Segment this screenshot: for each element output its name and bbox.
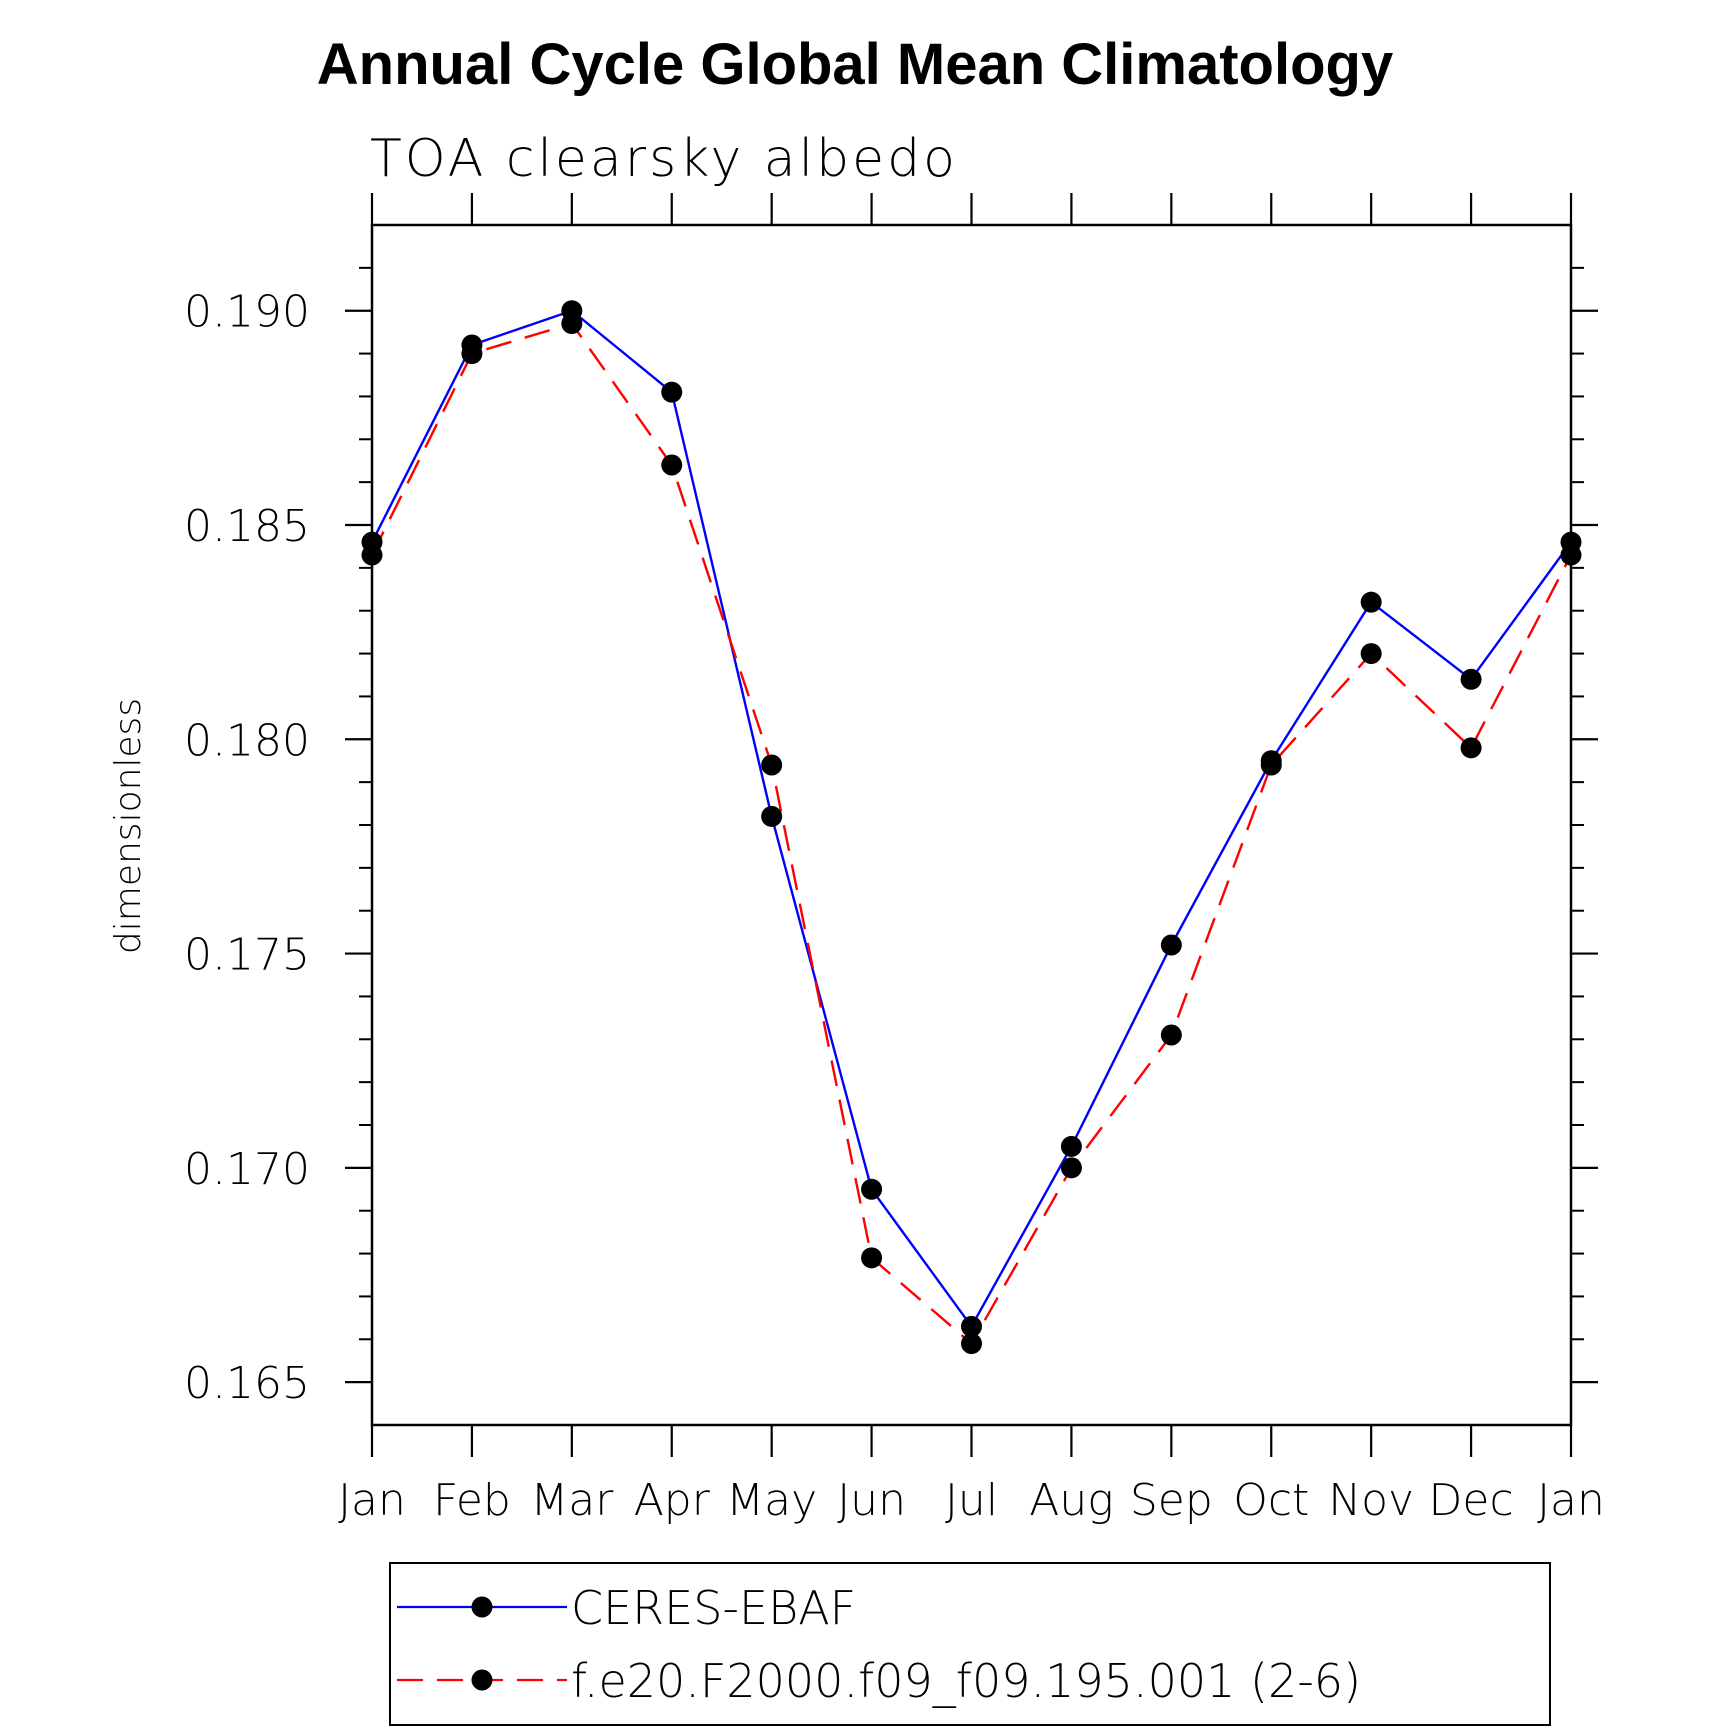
- data-point-series-0: [661, 381, 683, 403]
- legend-label-ceres-ebaf: CERES-EBAF: [571, 1581, 856, 1635]
- data-point-series-1: [1360, 643, 1382, 665]
- data-point-series-0: [761, 805, 783, 827]
- chart-subtitle: TOA clearsky albedo: [370, 129, 958, 189]
- data-point-series-0: [1460, 668, 1482, 690]
- data-point-series-0: [1060, 1135, 1082, 1157]
- data-point-series-1: [861, 1247, 883, 1269]
- x-tick-label: Feb: [433, 1475, 511, 1526]
- chart-title: Annual Cycle Global Mean Climatology: [317, 32, 1393, 97]
- y-tick-label: 0.190: [184, 287, 310, 338]
- legend-label-model-run: f.e20.F2000.f09_f09.195.001 (2-6): [571, 1654, 1361, 1708]
- data-point-series-1: [1560, 544, 1582, 566]
- data-point-series-0: [1160, 934, 1182, 956]
- plot-frame: [370, 223, 1573, 1427]
- x-tick-label: Sep: [1130, 1475, 1213, 1526]
- data-point-series-0: [861, 1178, 883, 1200]
- series-line-1: [370, 322, 1573, 1345]
- x-tick-label: May: [726, 1475, 817, 1526]
- x-tick-label: Mar: [530, 1475, 614, 1526]
- y-tick-label: 0.170: [184, 1144, 310, 1195]
- x-tick-label: Apr: [634, 1475, 711, 1526]
- data-point-series-1: [1260, 754, 1282, 776]
- x-tick-label: Nov: [1328, 1475, 1414, 1526]
- data-point-series-1: [1160, 1024, 1182, 1046]
- data-point-series-1: [1060, 1157, 1082, 1179]
- legend-marker-ceres-ebaf: [471, 1596, 493, 1618]
- data-point-series-0: [961, 1315, 982, 1337]
- x-tick-label: Aug: [1029, 1475, 1113, 1526]
- plot-series: [361, 300, 1582, 1355]
- data-point-series-1: [1460, 737, 1482, 759]
- axes: 0.165 0.170 0.175 0.180 0.185 0.190 Jan Feb Mar A…: [184, 193, 1605, 1526]
- x-tick-label: Oct: [1233, 1475, 1309, 1526]
- legend-box: [389, 1562, 1551, 1726]
- data-point-series-1: [761, 754, 783, 776]
- legend-marker-model-run: [471, 1669, 493, 1691]
- y-tick-label: 0.165: [184, 1358, 310, 1409]
- y-axis-label: dimensionless: [108, 698, 149, 954]
- x-tick-label: Jul: [945, 1475, 998, 1526]
- x-tick-label: Dec: [1429, 1475, 1514, 1526]
- data-point-series-1: [361, 544, 383, 566]
- x-tick-label: Jun: [837, 1475, 906, 1526]
- data-point-series-1: [561, 313, 583, 335]
- legend: CERES-EBAF f.e20.F2000.f09_f09.195.001 (…: [389, 1562, 1551, 1726]
- x-tick-label: Jan: [338, 1475, 406, 1526]
- x-tick-label: Jan: [1537, 1475, 1605, 1526]
- data-point-series-1: [961, 1333, 982, 1355]
- series-line-0: [370, 309, 1572, 1328]
- y-tick-label: 0.180: [184, 715, 310, 766]
- data-point-series-1: [461, 343, 483, 365]
- data-point-series-0: [1360, 591, 1382, 613]
- y-tick-label: 0.185: [184, 501, 310, 552]
- y-tick-label: 0.175: [184, 930, 310, 981]
- data-point-series-1: [661, 454, 683, 476]
